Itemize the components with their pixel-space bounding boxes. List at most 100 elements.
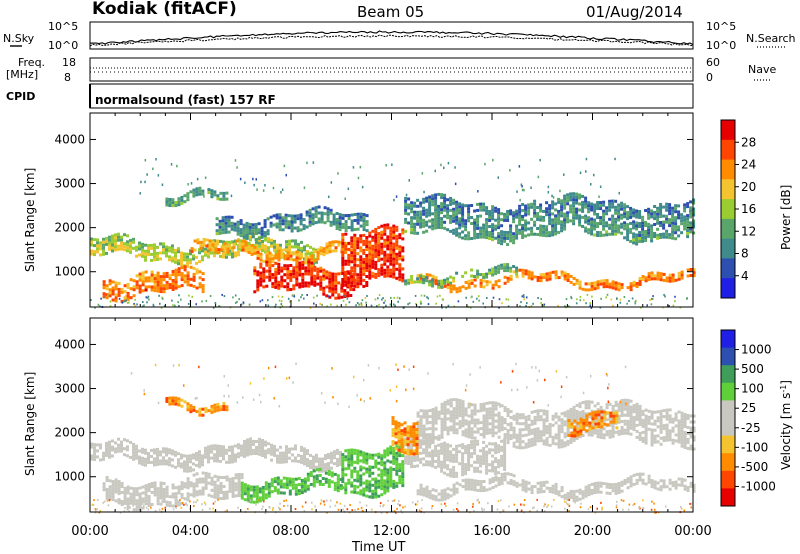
scatter-cell — [398, 275, 402, 279]
scatter-cell — [314, 212, 318, 216]
scatter-cell — [467, 444, 471, 447]
scatter-cell — [437, 449, 441, 453]
scatter-cell — [102, 457, 105, 461]
scatter-cell — [186, 457, 189, 461]
scatter-speckle — [342, 299, 345, 302]
scatter-cell — [509, 479, 513, 482]
scatter-cell — [575, 498, 579, 502]
scatter-cell — [323, 206, 327, 210]
scatter-speckle — [420, 300, 422, 303]
scatter-cell — [299, 219, 303, 223]
scatter-speckle — [408, 302, 411, 305]
scatter-cell — [659, 275, 663, 279]
scatter-cell — [333, 472, 337, 476]
scatter-cell — [617, 485, 621, 488]
scatter-cell — [581, 224, 585, 228]
colorbar-tick-label: 24 — [741, 158, 756, 172]
scatter-cell — [120, 290, 124, 294]
scatter-cell — [518, 413, 522, 417]
scatter-cell — [374, 483, 378, 487]
scatter-cell — [261, 243, 264, 246]
scatter-cell — [689, 268, 693, 271]
scatter-cell — [596, 225, 600, 228]
scatter-cell — [638, 222, 642, 225]
scatter-cell — [389, 268, 393, 272]
scatter-cell — [446, 286, 450, 290]
scatter-cell — [126, 500, 130, 504]
scatter-cell — [542, 421, 546, 425]
scatter-cell — [204, 247, 207, 251]
scatter-speckle — [626, 302, 628, 305]
scatter-cell — [310, 254, 314, 258]
scatter-cell — [530, 431, 534, 435]
scatter-cell — [377, 235, 381, 239]
scatter-cell — [105, 476, 109, 479]
scatter-cell — [292, 258, 296, 262]
scatter-cell — [325, 242, 329, 246]
scatter-cell — [434, 205, 438, 209]
scatter-cell — [275, 213, 279, 217]
scatter-cell — [653, 223, 657, 226]
scatter-cell — [494, 401, 498, 405]
scatter-cell — [443, 202, 447, 206]
scatter-speckle — [650, 303, 653, 306]
scatter-cell — [319, 246, 323, 250]
scatter-speckle — [394, 304, 396, 307]
scatter-cell — [392, 233, 396, 237]
scatter-cell — [434, 208, 438, 212]
scatter-cell — [632, 473, 636, 477]
scatter-cell — [331, 281, 335, 285]
scatter-cell — [557, 415, 561, 419]
scatter-cell — [259, 258, 263, 262]
scatter-cell — [503, 230, 507, 234]
scatter-cell — [425, 463, 429, 467]
scatter-cell — [135, 450, 138, 454]
scatter-speckle — [398, 297, 401, 300]
scatter-cell — [138, 458, 141, 462]
scatter-cell — [195, 261, 198, 265]
scatter-cell — [189, 190, 193, 194]
scatter-cell — [659, 215, 663, 218]
scatter-cell — [518, 268, 522, 272]
scatter-cell — [596, 213, 600, 216]
scatter-cell — [261, 454, 264, 457]
scatter-cell — [114, 484, 118, 488]
scatter-cell — [509, 473, 513, 476]
scatter-cell — [419, 445, 423, 449]
scatter-cell — [305, 210, 309, 214]
scatter-cell — [350, 472, 354, 476]
scatter-cell — [431, 438, 435, 442]
scatter-cell — [431, 227, 435, 231]
scatter-cell — [392, 446, 396, 450]
scatter-cell — [692, 225, 696, 229]
scatter-cell — [542, 230, 546, 234]
scatter-cell — [476, 208, 480, 212]
scatter-cell — [491, 460, 495, 464]
scatter-cell — [362, 228, 366, 232]
scatter-cell — [374, 254, 378, 258]
scatter-cell — [464, 234, 468, 238]
scatter-cell — [150, 273, 154, 277]
scatter-cell — [249, 488, 253, 492]
scatter-cell — [126, 249, 129, 253]
scatter-cell — [259, 277, 263, 281]
scatter-cell — [231, 451, 234, 455]
scatter-cell — [264, 496, 268, 500]
scatter-cell — [180, 484, 184, 488]
scatter-cell — [470, 412, 474, 416]
scatter-cell — [144, 463, 147, 467]
scatter-point — [537, 175, 540, 179]
scatter-cell — [359, 234, 363, 238]
scatter-cell — [422, 278, 426, 282]
scatter-cell — [276, 448, 279, 452]
scatter-cell — [677, 277, 681, 281]
scatter-cell — [331, 249, 335, 253]
scatter-cell — [563, 224, 567, 228]
scatter-cell — [339, 462, 342, 466]
scatter-cell — [237, 452, 240, 456]
scatter-cell — [485, 206, 489, 210]
scatter-cell — [222, 476, 226, 479]
scatter-cell — [491, 270, 495, 274]
scatter-cell — [503, 436, 507, 440]
